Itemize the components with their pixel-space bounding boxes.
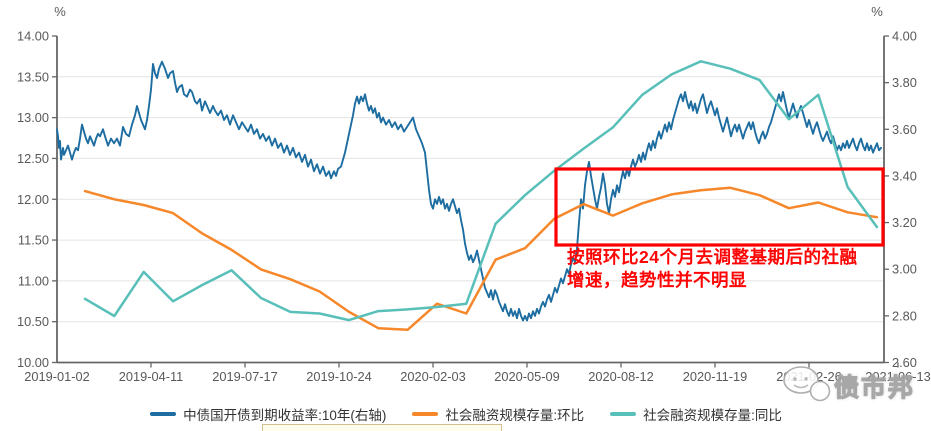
cropped-tooltip-strip (262, 424, 502, 431)
left-tick-label: 12.50 (17, 151, 49, 166)
legend-label: 社会融资规模存量:同比 (643, 408, 782, 423)
left-tick-label: 10.00 (17, 355, 49, 370)
x-tick-label: 2020-02-03 (400, 369, 465, 384)
left-tick-label: 14.00 (17, 29, 49, 44)
left-tick-label: 10.50 (17, 314, 49, 329)
right-tick-label: 3.20 (892, 215, 917, 230)
series-line-0 (56, 60, 882, 322)
x-tick-label: 2020-05-09 (494, 369, 559, 384)
right-axis-unit: % (871, 4, 883, 19)
legend-line-swatch-blue (150, 412, 177, 416)
watermark: 债市邦 (780, 365, 930, 408)
legend-item-tsf-mom: 社会融资规模存量:环比 (412, 404, 584, 424)
right-tick-label: 2.80 (892, 308, 917, 323)
legend-line-swatch-teal (610, 412, 637, 416)
x-tick-label: 2020-08-12 (588, 369, 653, 384)
x-tick-label: 2019-07-17 (212, 369, 277, 384)
right-tick-label: 3.80 (892, 75, 917, 90)
left-tick-label: 13.00 (17, 110, 49, 125)
right-tick-label: 4.00 (892, 29, 917, 44)
legend-label: 社会融资规模存量:环比 (445, 408, 585, 423)
annotation-line-2: 增速，趋势性并不明显 (567, 270, 747, 290)
x-tick-label: 2019-01-02 (24, 369, 89, 384)
x-tick-label: 2019-04-11 (119, 369, 184, 384)
legend-item-cdb-yield: 中债国开债到期收益率:10年(右轴) (150, 404, 386, 424)
right-tick-label: 3.60 (892, 122, 917, 137)
right-tick-label: 3.00 (892, 262, 917, 277)
legend-line-swatch-orange (412, 412, 439, 416)
watermark-logo-icon (780, 365, 834, 408)
left-tick-label: 13.50 (17, 69, 49, 84)
x-tick-label: 2021-06-13 (865, 369, 930, 384)
annotation-line-1: 按照环比24个月去调整基期后的社融 (567, 247, 858, 267)
annotation-box (554, 167, 885, 247)
x-tick-label: 2019-10-24 (306, 369, 371, 384)
left-tick-label: 12.00 (17, 192, 49, 207)
right-tick-label: 3.40 (892, 168, 917, 183)
series-line-1 (83, 186, 879, 332)
legend-label: 中债国开债到期收益率:10年(右轴) (183, 408, 387, 423)
left-axis-unit: % (54, 4, 66, 19)
x-tick-label: 2020-11-19 (683, 369, 748, 384)
watermark-text: 债市邦 (833, 373, 916, 402)
legend: 中债国开债到期收益率:10年(右轴) 社会融资规模存量:环比 社会融资规模存量:… (26, 404, 906, 424)
series-line-2 (83, 60, 879, 322)
legend-item-tsf-yoy: 社会融资规模存量:同比 (610, 404, 782, 424)
left-tick-label: 11.50 (18, 233, 49, 248)
left-tick-label: 11.00 (18, 273, 49, 288)
annotation-text: 按照环比24个月去调整基期后的社融 增速，趋势性并不明显 (567, 246, 897, 292)
